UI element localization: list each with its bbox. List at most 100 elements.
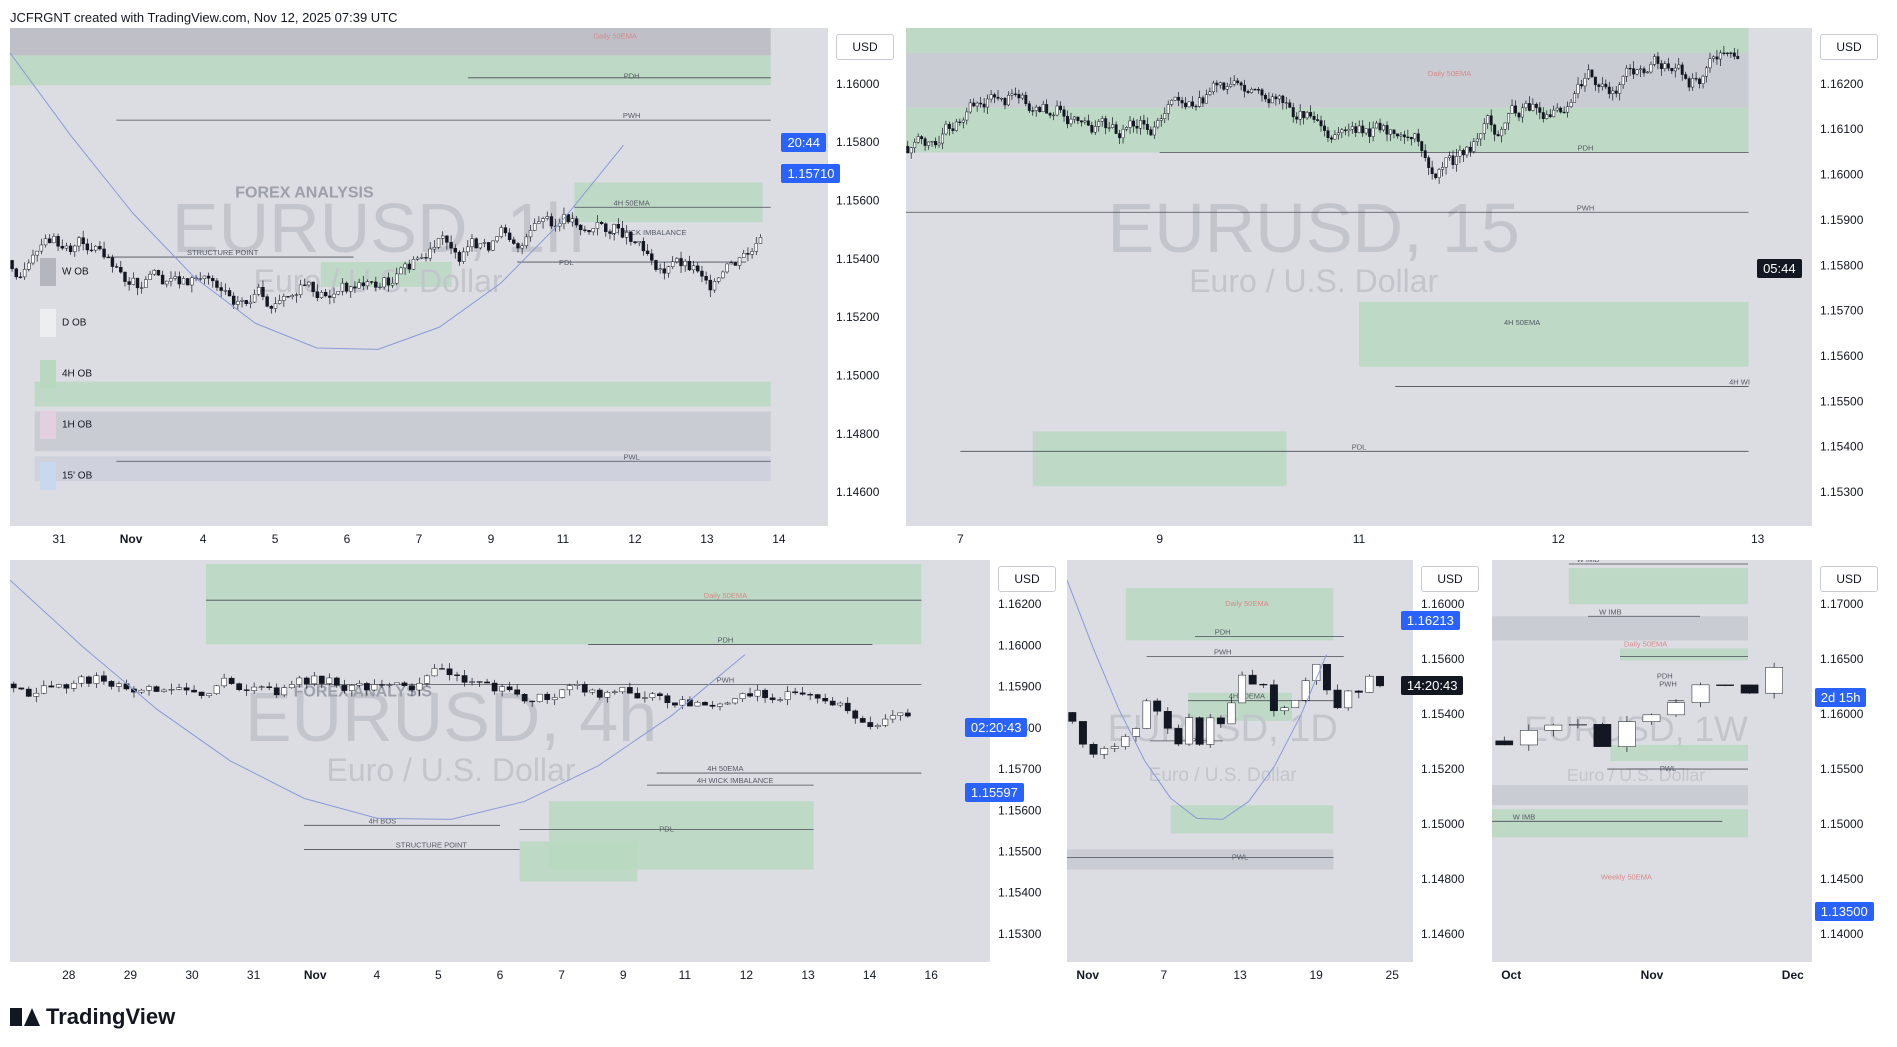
candle-body xyxy=(574,218,579,226)
candle-body xyxy=(1712,56,1715,59)
candle-body xyxy=(742,253,746,258)
chart-svg[interactable]: EURUSD, 1D Euro / U.S. Dollar Daily 50EMA P… xyxy=(1067,560,1485,988)
candle-body xyxy=(829,700,836,706)
candle-body xyxy=(364,683,370,691)
price-tick-label: 1.14800 xyxy=(1421,872,1465,886)
candle-body xyxy=(679,699,686,706)
candle-body xyxy=(986,98,990,108)
time-axis[interactable] xyxy=(10,526,900,552)
price-tick-label: 1.15600 xyxy=(836,193,880,207)
zone-rect xyxy=(519,841,638,882)
candle-body xyxy=(670,261,675,267)
candle-body xyxy=(1416,133,1420,142)
candle-body xyxy=(521,694,528,702)
candle-body xyxy=(1597,84,1601,87)
candle-body xyxy=(1076,116,1080,121)
candle-body xyxy=(1125,127,1129,130)
candle-body xyxy=(1215,82,1219,86)
price-badge: 1.15597 xyxy=(964,782,1024,802)
candle-body xyxy=(445,235,449,243)
candle-body xyxy=(431,668,438,677)
candle-body xyxy=(1180,100,1184,104)
candle-body xyxy=(1666,63,1670,69)
currency-button[interactable]: USD xyxy=(1820,566,1878,592)
candle-body xyxy=(296,677,303,685)
candle-body xyxy=(378,286,382,289)
candle-body xyxy=(1402,134,1406,138)
candle-body xyxy=(1232,80,1236,85)
candle-body xyxy=(1354,126,1358,133)
candle-body xyxy=(457,251,462,262)
candle-body xyxy=(1729,52,1733,54)
candle-body xyxy=(1149,129,1153,136)
price-tick-label: 1.16000 xyxy=(836,77,880,91)
candle-body xyxy=(486,242,491,251)
price-axis[interactable] xyxy=(1812,28,1884,552)
candle-body xyxy=(574,684,581,686)
candle-body xyxy=(221,677,228,687)
candle-body xyxy=(777,699,783,701)
currency-button[interactable]: USD xyxy=(836,34,894,60)
chart-panel-1h[interactable]: EURUSD, 1h Euro / U.S. Dollar FOREX ANALYS… xyxy=(10,28,900,552)
candle-body xyxy=(31,254,35,264)
tradingview-logo-icon xyxy=(10,1008,40,1026)
price-tick-label: 1.15000 xyxy=(1820,817,1864,831)
zone-rect xyxy=(1067,849,1334,870)
price-axis[interactable] xyxy=(828,28,900,552)
candle-body xyxy=(1420,141,1424,151)
chart-panel-1d[interactable]: EURUSD, 1D Euro / U.S. Dollar Daily 50EMA P… xyxy=(1067,560,1485,988)
candle-body xyxy=(583,229,587,231)
time-axis[interactable] xyxy=(1492,962,1884,988)
candle-body xyxy=(288,684,295,688)
candle-body xyxy=(198,278,202,280)
candle-body xyxy=(947,123,951,129)
legend-item: 4H OB xyxy=(40,360,92,388)
legend-label: 1H OB xyxy=(62,419,93,431)
candle-body xyxy=(1305,112,1309,119)
legend-swatch xyxy=(40,258,56,286)
candle-body xyxy=(55,684,62,688)
price-axis[interactable] xyxy=(1413,560,1485,988)
candle-body xyxy=(620,227,625,238)
chart-header-caption: JCFRGNT created with TradingView.com, No… xyxy=(10,10,398,25)
candle-body xyxy=(641,697,648,699)
candle-body xyxy=(10,260,14,270)
time-axis[interactable] xyxy=(10,962,1062,988)
candle-body xyxy=(954,121,958,131)
candle-body xyxy=(1055,105,1059,116)
candle-body xyxy=(589,689,596,693)
level-label: PWL xyxy=(624,452,640,461)
candle-body xyxy=(369,281,374,283)
time-axis[interactable] xyxy=(1067,962,1485,988)
currency-button[interactable]: USD xyxy=(1820,34,1878,60)
candle-body xyxy=(927,141,931,146)
legend-item: D OB xyxy=(40,309,86,337)
candle-body xyxy=(604,223,608,232)
candle-body xyxy=(252,293,257,303)
price-axis[interactable] xyxy=(990,560,1062,988)
candle-body xyxy=(290,295,294,298)
currency-button[interactable]: USD xyxy=(998,566,1056,592)
chart-panel-15m[interactable]: EURUSD, 15 Euro / U.S. Dollar Daily 50EMA P… xyxy=(906,28,1884,552)
candle-body xyxy=(754,243,759,252)
time-axis[interactable] xyxy=(906,526,1884,552)
candle-body xyxy=(93,245,98,251)
candle-body xyxy=(1277,95,1281,100)
candle-body xyxy=(1163,113,1167,119)
candle-body xyxy=(1333,134,1337,140)
candle-body xyxy=(48,238,52,244)
candle-body xyxy=(930,140,934,143)
chart-panel-4h[interactable]: EURUSD, 4h Euro / U.S. Dollar FOREX ANALYS… xyxy=(10,560,1062,988)
candle-body xyxy=(303,677,310,685)
candle-body xyxy=(244,300,248,304)
currency-button[interactable]: USD xyxy=(1421,566,1479,592)
time-tick-label: 7 xyxy=(1161,968,1168,982)
candle-body xyxy=(1489,115,1493,126)
candle-body xyxy=(1326,130,1330,139)
candle-body xyxy=(1621,76,1625,86)
